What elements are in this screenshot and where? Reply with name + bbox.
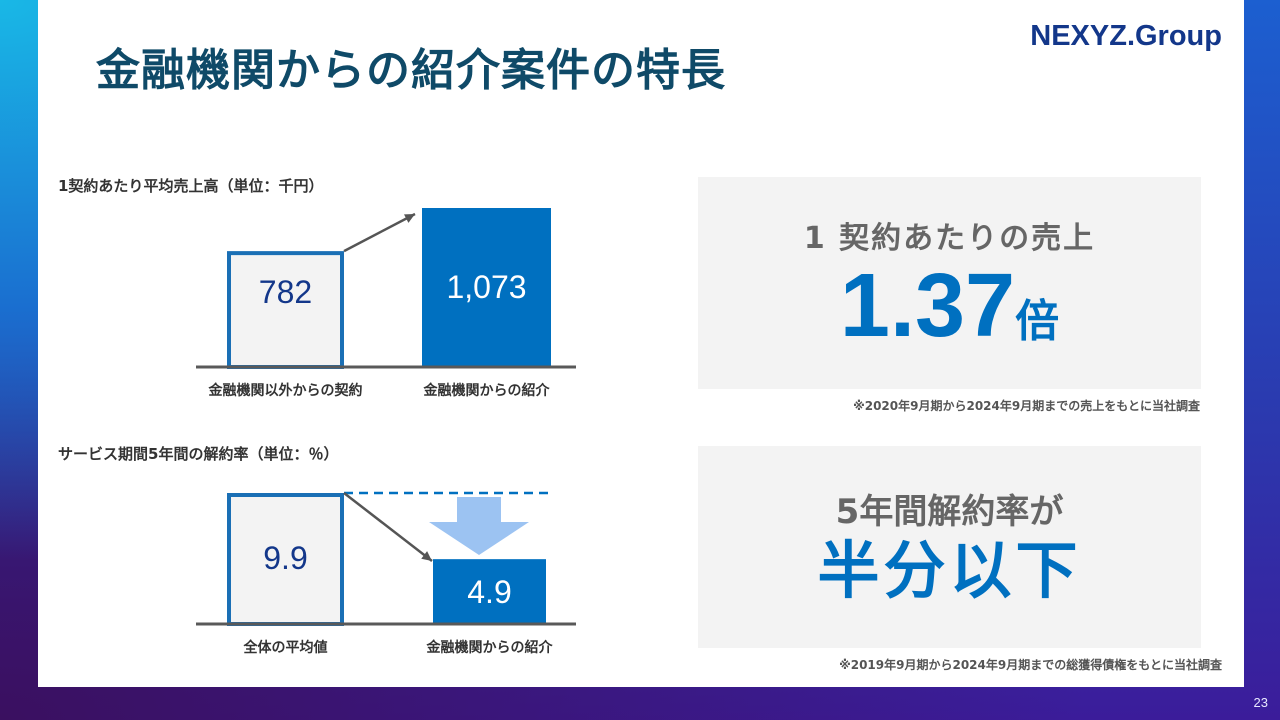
logo-dot: . — [1126, 20, 1135, 52]
company-logo: NEXYZ.Group — [1030, 20, 1222, 53]
chart-2-bar-1 — [433, 559, 546, 624]
chart-2-category-label-1: 金融機関からの紹介 — [426, 639, 554, 656]
chart-2-trend-arrow-head — [421, 551, 432, 561]
highlight-box-churn: 5年間解約率が 半分以下 — [698, 446, 1201, 648]
chart-2-value-label-0: 9.9 — [263, 540, 307, 576]
chart-2-svg: 9.9 全体の平均値 4.9 金融機関からの紹介 — [196, 491, 576, 656]
highlight-churn-label: 5年間解約率が — [835, 492, 1064, 532]
chart-1-trend-arrow-head — [404, 214, 415, 223]
chart-1-svg: 782 金融機関以外からの契約 1,073 金融機関からの紹介 — [196, 208, 576, 399]
chart-2-value-label-1: 4.9 — [467, 574, 511, 610]
highlight-sales-value: 1.37倍 — [698, 261, 1201, 351]
chart-1-title: 1契約あたり平均売上高（単位：千円） — [58, 177, 324, 195]
highlight-sales-unit: 倍 — [1015, 296, 1060, 347]
chart-1-value-label-0: 782 — [259, 274, 312, 310]
highlight-sales-label: 1 契約あたりの売上 — [803, 221, 1096, 256]
chart-1-value-label-1: 1,073 — [446, 269, 526, 305]
chart-1-category-label-0: 金融機関以外からの契約 — [208, 382, 363, 399]
chart-1-bar-1 — [422, 208, 551, 367]
highlight-sales-note: ※2020年9月期から2024年9月期までの売上をもとに当社調査 — [853, 399, 1200, 413]
chart-2-title: サービス期間5年間の解約率（単位：％） — [58, 445, 339, 463]
highlight-sales-number: 1.37 — [839, 256, 1016, 356]
page-number: 23 — [1253, 695, 1268, 710]
chart-1-category-label-1: 金融機関からの紹介 — [423, 382, 551, 399]
chart-1-trend-arrow-line — [343, 212, 416, 253]
chart-1-bar-0 — [227, 251, 344, 369]
highlight-churn-note: ※2019年9月期から2024年9月期までの総獲得債権をもとに当社調査 — [839, 658, 1222, 672]
highlight-box-sales: 1 契約あたりの売上 1.37倍 — [698, 177, 1201, 389]
logo-main: NEXYZ — [1030, 20, 1127, 52]
chart-2-trend-arrow-line — [343, 492, 433, 562]
logo-sub: Group — [1135, 20, 1222, 52]
chart-2-down-arrow-icon — [429, 497, 529, 555]
slide-panel: 金融機関からの紹介案件の特長 NEXYZ.Group 1契約あたり平均売上高（単… — [38, 0, 1244, 687]
chart-2-category-label-0: 全体の平均値 — [243, 639, 328, 656]
highlight-churn-value: 半分以下 — [817, 534, 1082, 607]
page-title: 金融機関からの紹介案件の特長 — [96, 45, 726, 96]
